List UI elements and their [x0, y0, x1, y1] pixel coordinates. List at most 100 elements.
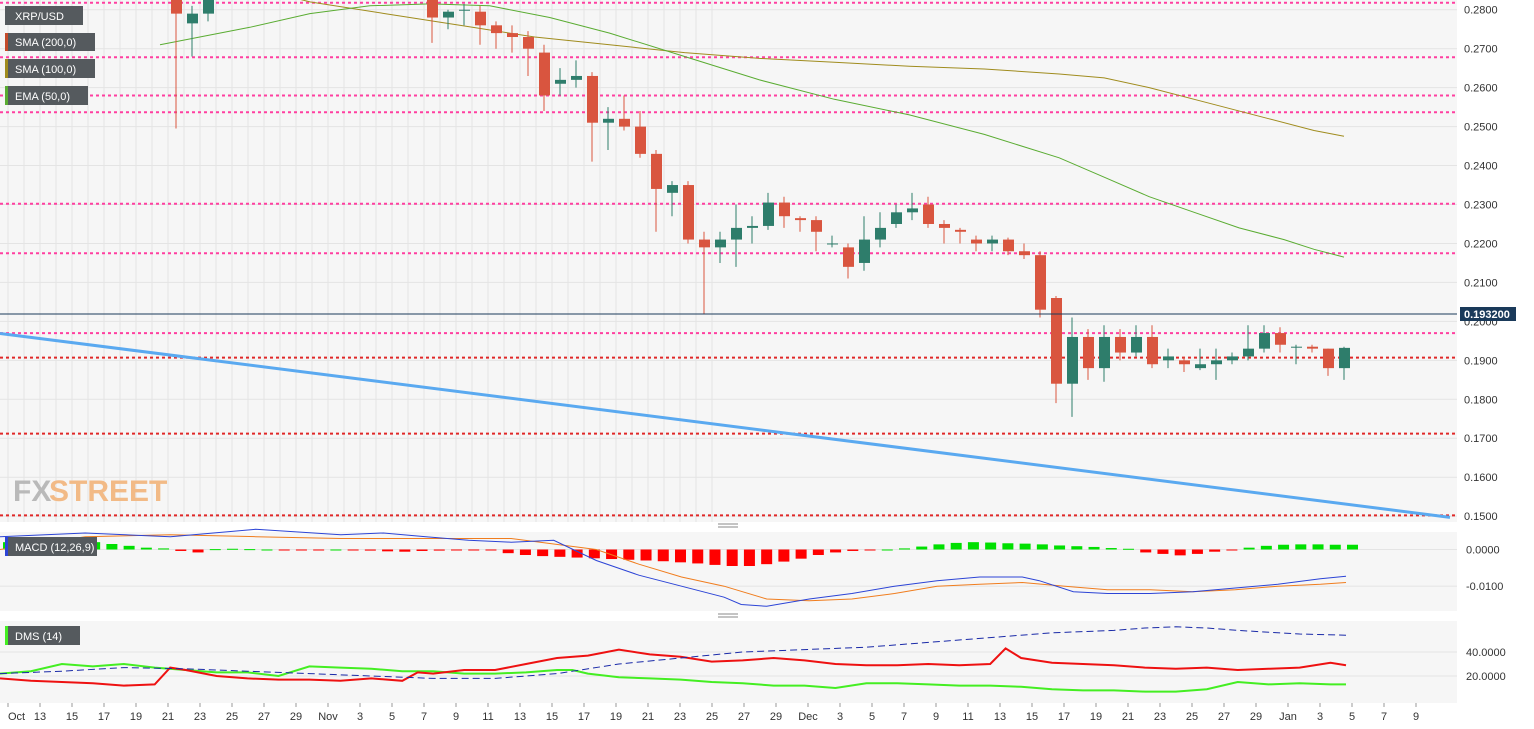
- panel-resize-handle-2[interactable]: [718, 613, 738, 618]
- candle-body: [203, 0, 214, 14]
- price-tick-label: 0.2100: [1464, 277, 1498, 289]
- candle-body: [1227, 356, 1238, 361]
- x-tick-label: 13: [994, 711, 1006, 723]
- dms-panel-background: [0, 621, 1457, 703]
- candle-body: [539, 52, 550, 96]
- candle: [203, 0, 214, 22]
- candle: [667, 181, 678, 217]
- candle-body: [1147, 336, 1158, 365]
- macd-histogram-bar: [1295, 544, 1307, 550]
- x-tick-label: 23: [1154, 711, 1166, 723]
- x-tick-label: 19: [610, 711, 622, 723]
- x-tick-label: 25: [226, 711, 238, 723]
- candle-body: [987, 239, 998, 244]
- candle: [811, 216, 822, 252]
- candle-body: [875, 227, 886, 240]
- candle-body: [731, 227, 742, 240]
- legend-symbol[interactable]: XRP/USD: [5, 6, 83, 25]
- macd-histogram-bar: [278, 549, 290, 551]
- dms-tick-label: 40.0000: [1466, 647, 1506, 659]
- candle-body: [971, 239, 982, 244]
- legend-macd[interactable]: MACD (12,26,9): [5, 537, 97, 556]
- current-price-tag[interactable]: 0.193200: [1460, 307, 1516, 321]
- candle-body: [651, 153, 662, 189]
- candle-body: [683, 185, 694, 240]
- candle: [507, 25, 518, 53]
- candle-body: [1003, 239, 1014, 252]
- macd-histogram-bar: [726, 549, 738, 566]
- descending-trendline: [0, 331, 1451, 519]
- macd-histogram-bar: [399, 549, 411, 552]
- x-tick-label: 19: [1090, 711, 1102, 723]
- x-tick-label: 9: [453, 711, 459, 723]
- candle: [475, 5, 486, 45]
- candle-body: [443, 11, 454, 18]
- candle: [779, 196, 790, 228]
- candle: [1035, 251, 1046, 318]
- candle-body: [475, 11, 486, 26]
- macd-histogram-bar: [812, 549, 824, 555]
- x-tick-label: 25: [1186, 711, 1198, 723]
- macd-histogram-bar: [967, 542, 979, 550]
- candle-body: [1035, 255, 1046, 310]
- candle-body: [603, 118, 614, 123]
- legend-sma100[interactable]: SMA (100,0): [5, 59, 95, 78]
- macd-histogram-bar: [1054, 545, 1066, 550]
- current-price-tag-box: [1460, 307, 1516, 321]
- legend-sma200[interactable]: SMA (200,0): [5, 33, 95, 51]
- candle: [1259, 325, 1270, 353]
- x-tick-label: 15: [66, 711, 78, 723]
- legend-ema50-text: EMA (50,0): [15, 91, 70, 103]
- candle-body: [187, 13, 198, 24]
- macd-histogram-bar: [158, 548, 170, 550]
- macd-histogram-bar: [709, 549, 721, 565]
- panel-resize-handle-1[interactable]: [718, 523, 738, 528]
- price-panel-background: [0, 0, 1457, 522]
- candle-body: [635, 126, 646, 154]
- macd-histogram-bar: [502, 549, 514, 554]
- candle: [763, 192, 774, 230]
- x-tick-label: 23: [674, 711, 686, 723]
- candle: [731, 204, 742, 267]
- dmi-plus-line: [0, 662, 1346, 693]
- candle: [1003, 237, 1014, 256]
- candle: [603, 107, 614, 150]
- legend-dms[interactable]: DMS (14): [5, 626, 80, 645]
- legend-ema50[interactable]: EMA (50,0): [5, 86, 88, 105]
- legend-ema50-box: [5, 86, 88, 105]
- legend-dms-text: DMS (14): [15, 631, 62, 643]
- macd-histogram-bar: [743, 549, 755, 566]
- macd-histogram-bar: [657, 549, 669, 562]
- candle-body: [507, 33, 518, 38]
- candle-body: [1179, 360, 1190, 365]
- x-tick-label: 3: [357, 711, 363, 723]
- logo-fx-text: FX: [13, 475, 51, 508]
- candle: [907, 192, 918, 221]
- legend-ema50-swatch: [5, 86, 8, 105]
- candle: [683, 181, 694, 244]
- candle: [555, 68, 566, 96]
- dms-lines: [0, 626, 1347, 693]
- macd-tick-label: -0.0100: [1466, 581, 1503, 593]
- legend-macd-swatch: [5, 537, 8, 556]
- macd-histogram-bar: [519, 549, 531, 555]
- x-tick-label: 29: [290, 711, 302, 723]
- x-tick-label: 13: [34, 711, 46, 723]
- candle-body: [1195, 364, 1206, 369]
- macd-histogram-bar: [227, 548, 238, 550]
- x-tick-label: 27: [738, 711, 750, 723]
- legend-sma200-text: SMA (200,0): [15, 37, 76, 49]
- candle-body: [1083, 336, 1094, 369]
- candle-body: [459, 9, 470, 11]
- price-axis: 0.2800 0.2700 0.2600 0.2500 0.2400 0.2300 0.22…: [1464, 5, 1498, 523]
- candle-body: [1051, 298, 1062, 384]
- macd-histogram-bar: [468, 549, 480, 551]
- x-tick-label: 9: [1413, 711, 1419, 723]
- x-tick-label: 17: [578, 711, 590, 723]
- candle: [1131, 325, 1142, 357]
- candle: [571, 60, 582, 88]
- adx-line: [0, 626, 1347, 679]
- candle: [859, 216, 870, 271]
- dmi-minus-line: [0, 647, 1347, 687]
- candle: [1275, 327, 1286, 353]
